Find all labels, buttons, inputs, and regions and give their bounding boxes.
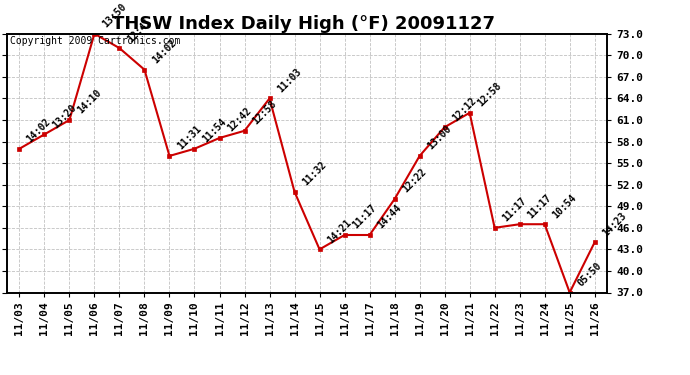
Text: 14:21: 14:21 bbox=[325, 217, 353, 245]
Text: 05:50: 05:50 bbox=[575, 261, 603, 288]
Text: 12:42: 12:42 bbox=[225, 106, 253, 134]
Text: 13:20: 13:20 bbox=[50, 102, 78, 130]
Text: 13:50: 13:50 bbox=[100, 2, 128, 30]
Text: THSW Index Daily High (°F) 20091127: THSW Index Daily High (°F) 20091127 bbox=[112, 15, 495, 33]
Text: 13:00: 13:00 bbox=[425, 124, 453, 152]
Text: 14:10: 14:10 bbox=[75, 88, 103, 116]
Text: 12:22: 12:22 bbox=[400, 167, 428, 195]
Text: 12:58: 12:58 bbox=[475, 81, 503, 109]
Text: 11:54: 11:54 bbox=[200, 117, 228, 145]
Text: 11:32: 11:32 bbox=[300, 160, 328, 188]
Text: 11:17: 11:17 bbox=[500, 196, 528, 223]
Text: 12:58: 12:58 bbox=[250, 99, 278, 127]
Text: 11:17: 11:17 bbox=[350, 203, 378, 231]
Text: 11:17: 11:17 bbox=[525, 192, 553, 220]
Text: 12:12: 12:12 bbox=[450, 95, 478, 123]
Text: Copyright 2009 Cartronics.com: Copyright 2009 Cartronics.com bbox=[10, 36, 180, 46]
Text: 14:02: 14:02 bbox=[150, 38, 178, 66]
Text: 14:23: 14:23 bbox=[600, 210, 628, 238]
Text: 14:02: 14:02 bbox=[25, 117, 53, 145]
Text: 12:41: 12:41 bbox=[125, 16, 153, 44]
Text: 10:54: 10:54 bbox=[550, 192, 578, 220]
Text: 11:31: 11:31 bbox=[175, 124, 203, 152]
Text: 14:44: 14:44 bbox=[375, 203, 403, 231]
Text: 11:03: 11:03 bbox=[275, 66, 303, 94]
